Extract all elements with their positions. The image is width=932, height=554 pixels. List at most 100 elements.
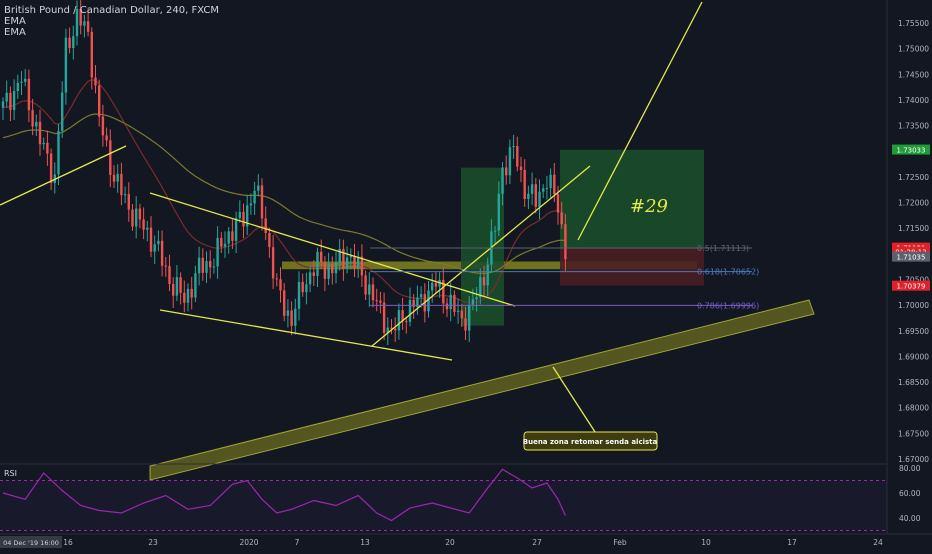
candle-body (238, 211, 241, 219)
candle-body (90, 31, 93, 78)
candle-body (471, 299, 475, 305)
target-zone-box (560, 149, 704, 248)
candle-body (290, 310, 293, 326)
candle-body (172, 283, 175, 296)
candle-body (549, 174, 552, 189)
candle-body (120, 173, 123, 196)
candle-body (445, 303, 449, 310)
candle-body (508, 147, 512, 176)
ema-indicator-label[interactable]: EMA (4, 27, 26, 38)
candle-body (190, 288, 193, 298)
price-badge (892, 144, 930, 155)
candle-body (205, 261, 208, 273)
candle-body (386, 327, 389, 333)
trade-label: #29 (630, 196, 668, 217)
candle-body (475, 297, 478, 300)
candle-body (231, 231, 234, 241)
candle-body (112, 174, 116, 182)
candle-body (519, 166, 523, 170)
candle-body (9, 92, 12, 110)
time-tick-label: 2020 (239, 538, 258, 547)
candle-body (168, 266, 171, 284)
candle-body (75, 8, 79, 37)
price-tick-label: 1.74000 (898, 96, 929, 105)
candle-body (160, 240, 164, 266)
candle-body (260, 185, 264, 219)
trendline (577, 1, 703, 241)
callout-box (523, 431, 658, 451)
candle-body (397, 310, 401, 331)
price-tick-label: 1.72000 (898, 199, 929, 208)
candle-body (279, 279, 282, 291)
price-tick-label: 1.67500 (898, 429, 929, 438)
candle-body (401, 310, 404, 322)
candle-body (364, 275, 367, 295)
candle-body (234, 218, 238, 241)
candle-body (305, 284, 308, 293)
candle-body (242, 211, 245, 227)
candle-body (349, 255, 352, 258)
candle-body (194, 273, 197, 298)
price-tick-label: 1.70500 (898, 275, 929, 284)
candle-body (123, 194, 127, 196)
candle-body (109, 140, 112, 175)
price-badge-label: 1.71035 (897, 254, 926, 262)
candle-body (138, 208, 142, 220)
time-tick-label: 23 (148, 538, 158, 547)
candle-body (101, 116, 105, 136)
trendline (371, 165, 591, 347)
candle-body (560, 212, 563, 225)
fib-level-label: 0.5(1.71113) (697, 244, 749, 253)
candle-body (31, 110, 34, 127)
time-tick-label: Feb (613, 538, 627, 547)
candle-body (212, 266, 216, 268)
candle-body (416, 297, 419, 307)
candle-body (98, 85, 101, 117)
price-tick-label: 1.72500 (898, 173, 929, 182)
candle-body (61, 92, 64, 131)
time-tick-label: 17 (787, 538, 797, 547)
candle-body (345, 257, 349, 269)
candle-body (49, 153, 53, 183)
candle-body (253, 190, 256, 204)
candle-body (497, 193, 500, 231)
candle-body (405, 321, 408, 323)
candle-body (149, 227, 153, 252)
candle-body (275, 278, 278, 280)
candle-body (294, 308, 297, 326)
candle-body (286, 310, 290, 316)
candle-body (523, 169, 526, 200)
ema-slow-line (2, 113, 566, 275)
candle-body (542, 188, 545, 192)
candle-body (64, 37, 68, 93)
price-badge (892, 251, 930, 262)
price-tick-label: 1.67000 (898, 455, 929, 464)
ema-indicator-label[interactable]: EMA (4, 16, 26, 27)
callout-text: Buena zona retomar senda alcista (523, 438, 658, 446)
candle-body (449, 294, 452, 310)
candle-body (464, 318, 467, 331)
ema-fast-line (2, 79, 566, 304)
candle-body (327, 264, 330, 279)
candle-body (368, 284, 371, 295)
candle-body (153, 244, 156, 252)
candle-body (334, 262, 338, 274)
candle-body (545, 188, 549, 190)
trendline (149, 192, 516, 307)
candle-body (427, 290, 430, 312)
candle-body (353, 255, 356, 269)
candle-body (501, 167, 504, 194)
candle-body (105, 135, 108, 141)
candle-body (412, 299, 415, 307)
candle-body (419, 294, 423, 298)
candle-body (460, 310, 463, 319)
candle-body (538, 191, 541, 207)
candle-body (24, 78, 27, 82)
candle-body (86, 21, 90, 32)
candle-body (142, 219, 145, 230)
rsi-tick-label: 60.00 (899, 489, 921, 498)
candle-body (456, 310, 460, 312)
candle-body (220, 237, 223, 247)
